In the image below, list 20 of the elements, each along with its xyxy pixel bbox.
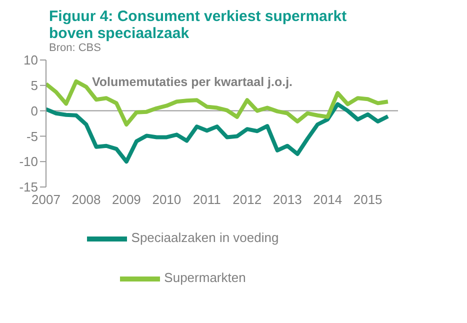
y-tick-label: -10 (19, 154, 38, 170)
x-tick-label: 2008 (72, 192, 101, 208)
y-tick-label: -15 (19, 180, 38, 195)
y-tick-label: -5 (26, 128, 38, 144)
y-tick-label: 0 (30, 103, 38, 118)
x-tick-label: 2007 (32, 192, 60, 208)
x-tick-label: 2015 (353, 192, 382, 208)
text: Volumemutaties per kwartaal j.o.j. (92, 75, 293, 89)
x-tick-label: 2010 (152, 192, 182, 208)
legend-label: Supermarkten (164, 270, 246, 286)
x-tick-label: 2009 (112, 192, 141, 208)
x-tick-label: 2014 (313, 192, 342, 208)
x-tick-label: 2013 (272, 192, 302, 208)
x-tick-label: 2012 (232, 192, 262, 208)
text: Bron: CBS (49, 42, 102, 54)
y-tick-label: 10 (24, 52, 38, 68)
legend-label: Speciaalzaken in voeding (131, 230, 279, 246)
x-tick-label: 2011 (192, 192, 221, 208)
y-tick-label: 5 (30, 78, 38, 94)
chart-title: Figuur 4: Consument verkiest supermarkt boven speciaalzaak (49, 8, 348, 42)
